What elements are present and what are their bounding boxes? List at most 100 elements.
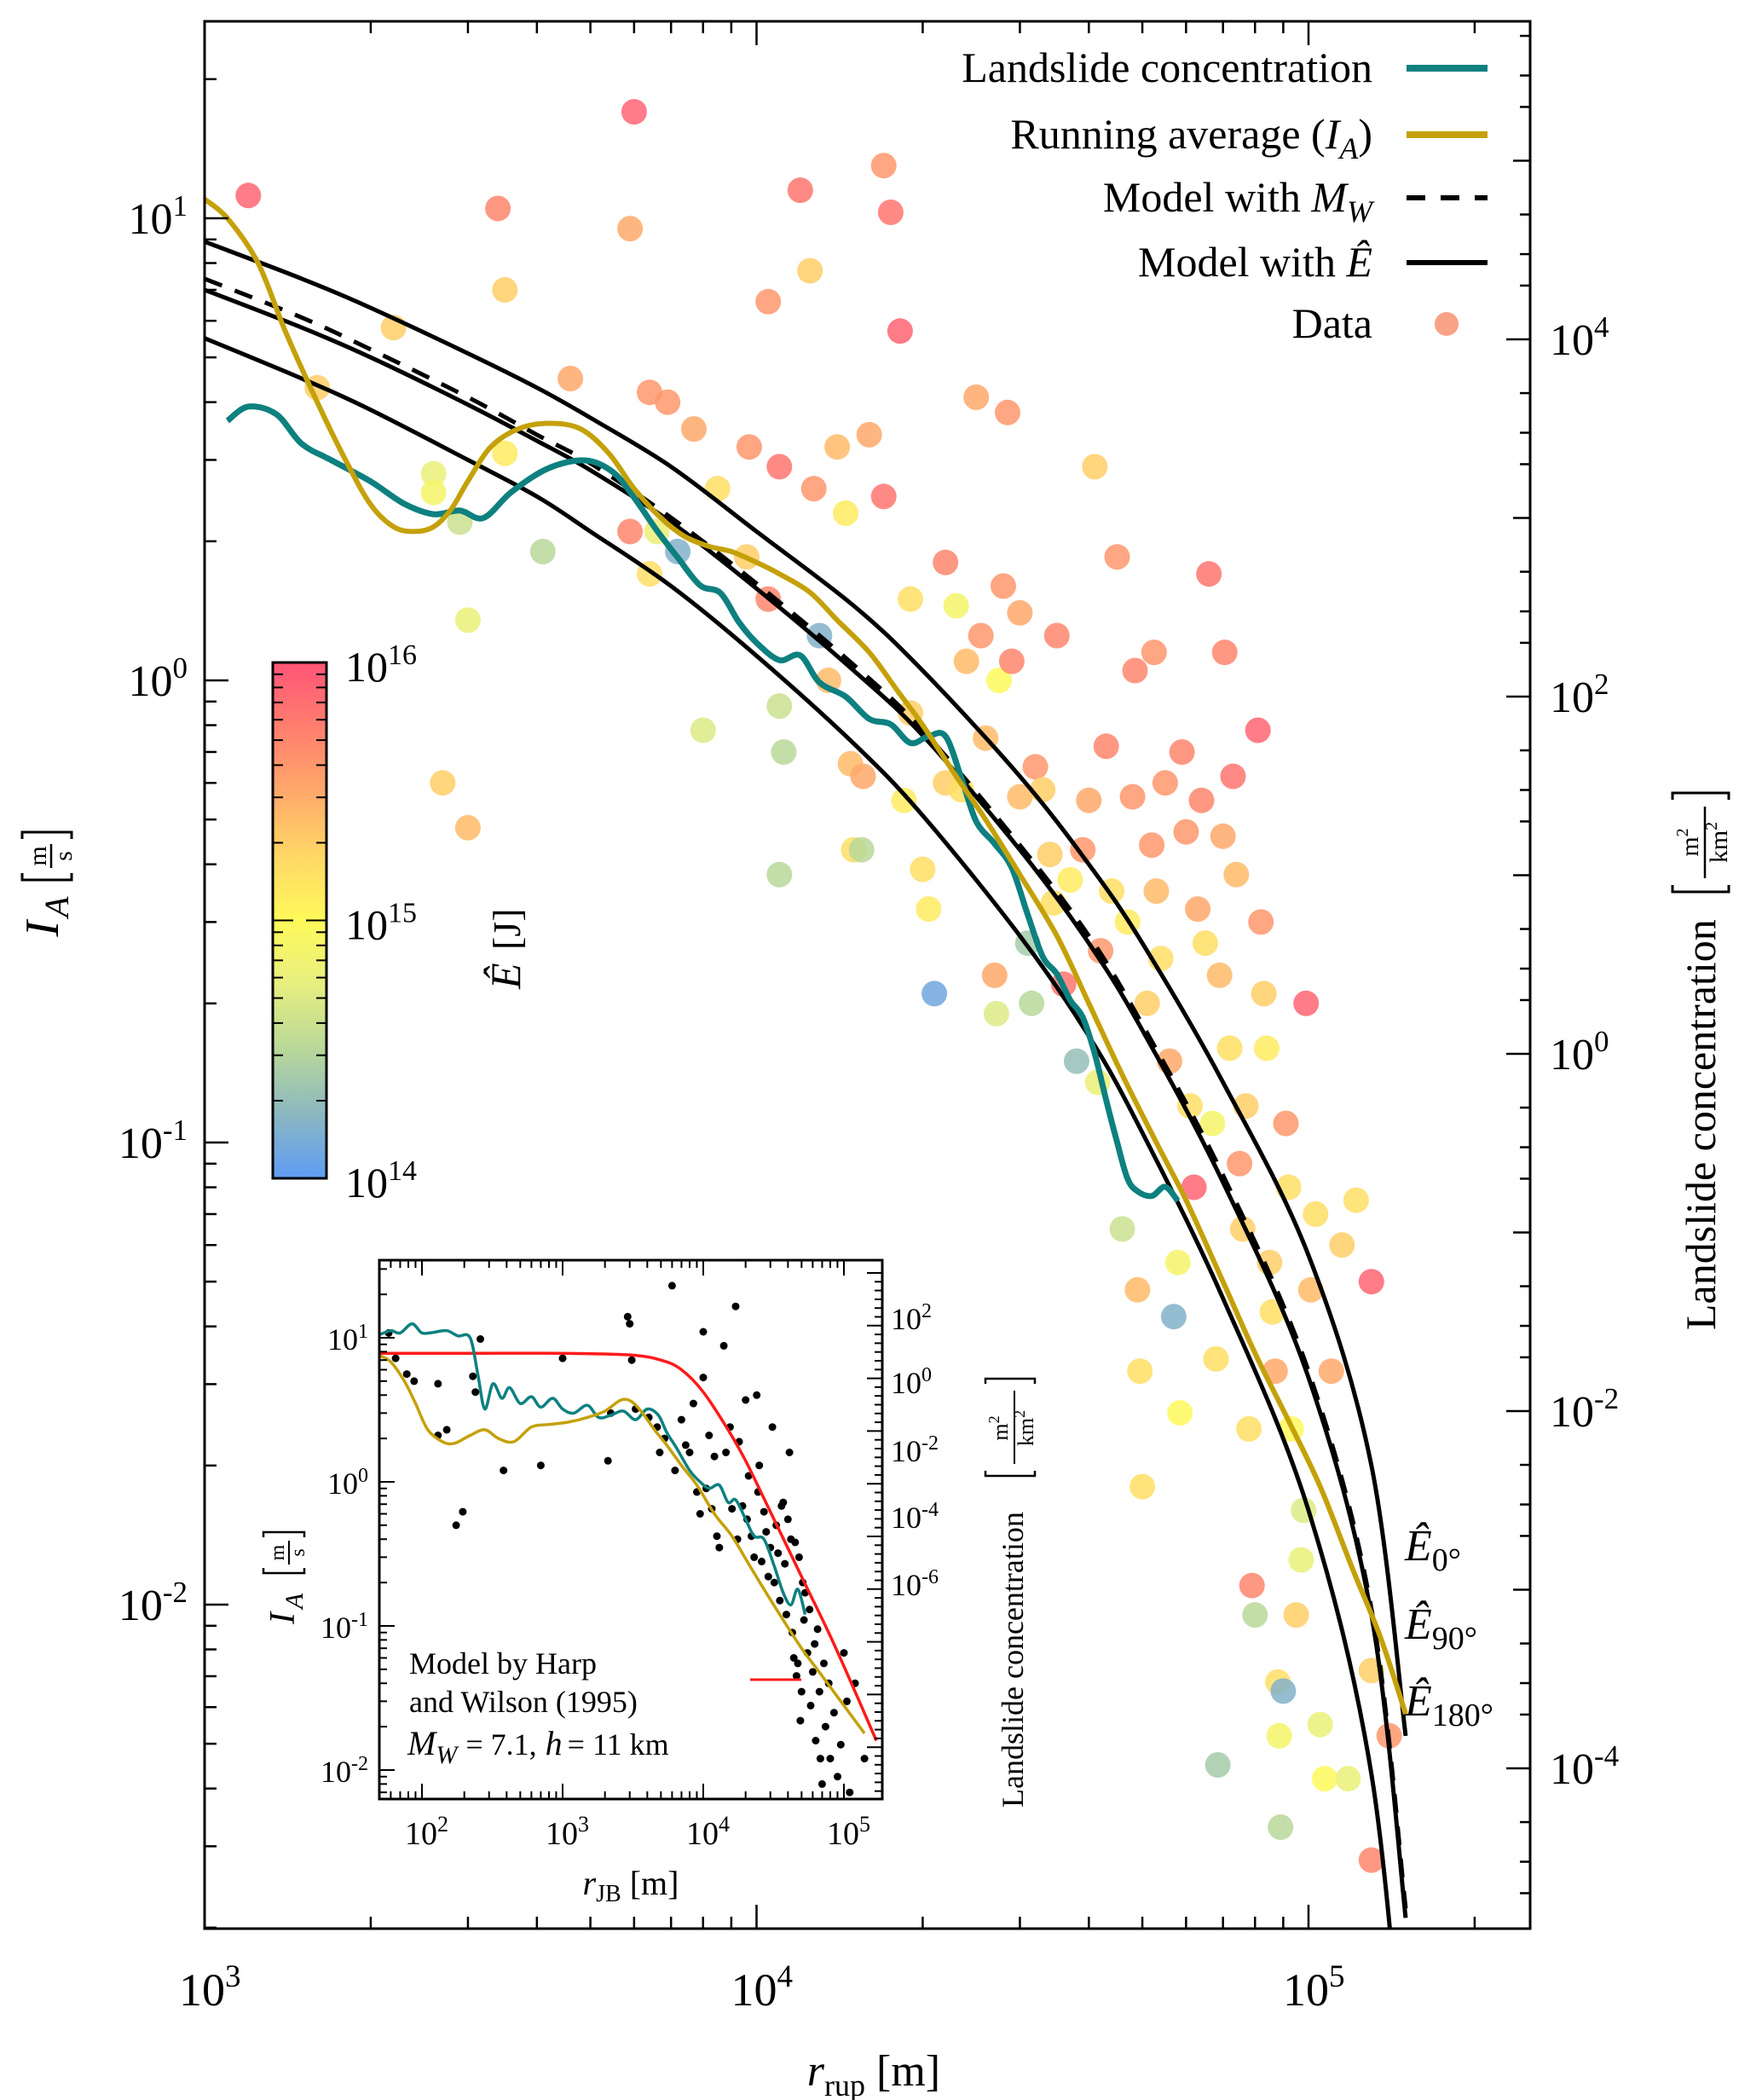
inset-data-point: [791, 1538, 800, 1547]
data-point: [968, 622, 994, 649]
inset-y-left-sub: A: [280, 1593, 309, 1611]
inset-data-point: [840, 1649, 848, 1657]
data-point: [1082, 454, 1108, 480]
data-point: [1216, 1035, 1243, 1062]
y-right-tick-label: 104: [1550, 310, 1609, 365]
inset-data-point: [816, 1755, 824, 1763]
data-point: [1329, 1232, 1355, 1258]
inset-data-point: [811, 1640, 819, 1648]
inset-y-left-unit-num: m: [267, 1544, 289, 1560]
data-point: [704, 476, 731, 502]
inset-data-point: [677, 1415, 685, 1424]
legend-label: Running average (IA): [1010, 110, 1372, 165]
inset-x-tick-label: 103: [546, 1812, 589, 1852]
inset-data-point: [785, 1449, 794, 1456]
y-right-title-text: Landslide concentration: [1677, 919, 1724, 1330]
data-point: [1160, 1304, 1187, 1330]
svg-text:rrup: rrup: [807, 2047, 865, 2100]
inset-data-point: [442, 1426, 451, 1434]
inset-y-right-tick-label: 10-4: [891, 1499, 939, 1535]
data-point: [1070, 836, 1096, 863]
inset-y-right-tick-label: 100: [891, 1364, 932, 1400]
data-point: [1335, 1766, 1361, 1792]
data-point: [1037, 842, 1063, 868]
inset-data-point: [781, 1559, 789, 1568]
curve-end-label: Ê180°: [1404, 1676, 1493, 1733]
inset-y-right-title: Landslide concentration m2 km2: [984, 1377, 1038, 1808]
inset-y-right-text: Landslide concentration: [996, 1512, 1030, 1808]
data-point: [891, 787, 917, 813]
y-left-tick-label: 100: [129, 651, 188, 706]
inset-data-point: [742, 1396, 750, 1404]
data-point: [986, 668, 1012, 693]
inset-data-point: [681, 1441, 690, 1449]
data-point: [235, 182, 262, 209]
data-point: [1192, 930, 1218, 957]
data-point: [981, 962, 1008, 988]
inset-data-point: [823, 1803, 831, 1811]
data-point: [1134, 990, 1160, 1016]
y-left-title-sub: A: [38, 896, 76, 920]
data-point: [655, 389, 681, 415]
data-point: [1220, 763, 1246, 790]
data-point: [771, 739, 797, 765]
data-point: [492, 440, 518, 466]
data-point: [1358, 1847, 1384, 1873]
inset-data-point: [685, 1449, 694, 1456]
data-point: [485, 195, 511, 222]
inset-y-left-tick-label: 10-1: [321, 1609, 368, 1645]
inset-x-title-unit: [m]: [630, 1864, 679, 1902]
inset-data-point: [796, 1716, 805, 1725]
inset-y-left-tick-label: 100: [327, 1465, 368, 1501]
inset-data-point: [817, 1779, 826, 1788]
inset-y-right-tick-label: 102: [891, 1300, 932, 1336]
colorbar-tick-label: 1016: [345, 639, 417, 691]
main-axes-frame: [203, 20, 1532, 1930]
colorbar-title-unit: [J]: [485, 908, 529, 950]
inset-data-point: [391, 1354, 400, 1362]
y-right-axis-title: Landslide concentration m2 km2: [1671, 791, 1733, 1330]
data-point: [1288, 1547, 1314, 1573]
data-point: [1303, 1201, 1329, 1227]
data-point: [1254, 1035, 1280, 1062]
inset-data-point: [731, 1302, 740, 1310]
data-point: [797, 257, 823, 284]
inset-mw-sub: W: [436, 1741, 459, 1769]
data-point: [1139, 832, 1165, 859]
inset-x-axis-title: rJB [m]: [583, 1864, 679, 1907]
inset-x-tick-label: 102: [405, 1812, 448, 1852]
data-point: [454, 814, 481, 841]
data-point: [1188, 787, 1215, 813]
data-point: [991, 573, 1016, 599]
main-ticks: [203, 21, 1530, 1929]
legend-label: Data: [1292, 299, 1372, 347]
data-point: [766, 861, 793, 888]
data-point: [916, 896, 942, 923]
colorbar-title: Ê [J]: [482, 908, 529, 990]
inset-data-point: [459, 1507, 467, 1516]
data-point: [557, 366, 584, 391]
data-point: [1307, 1711, 1333, 1738]
data-point: [787, 177, 813, 204]
data-point: [1199, 1110, 1226, 1137]
legend-label: Landslide concentration: [962, 43, 1372, 91]
inset-y-left-unit-den: s: [287, 1548, 309, 1556]
data-point: [1119, 784, 1146, 810]
inset-annotation: Model by Harp and Wilson (1995) MW = 7.1,…: [407, 1646, 801, 1769]
colorbar-title-var: Ê: [482, 963, 529, 990]
data-point: [1205, 1752, 1231, 1778]
inset-data-point: [794, 1553, 803, 1561]
inset-data-point: [750, 1553, 759, 1561]
legend-label: Model with MW: [1103, 173, 1375, 229]
inset-ticks: [378, 1260, 882, 1799]
y-left-tick-label: 10-2: [118, 1576, 188, 1630]
data-point: [800, 476, 827, 502]
data-point: [910, 856, 936, 882]
inset-data-point: [728, 1505, 737, 1513]
legend-item: Running average (IA): [1010, 110, 1488, 165]
inset-data-point: [846, 1788, 854, 1796]
inset-data-point: [806, 1701, 815, 1710]
inset-data-point: [800, 1616, 808, 1624]
data-point: [833, 500, 858, 526]
data-point: [1127, 1358, 1153, 1385]
